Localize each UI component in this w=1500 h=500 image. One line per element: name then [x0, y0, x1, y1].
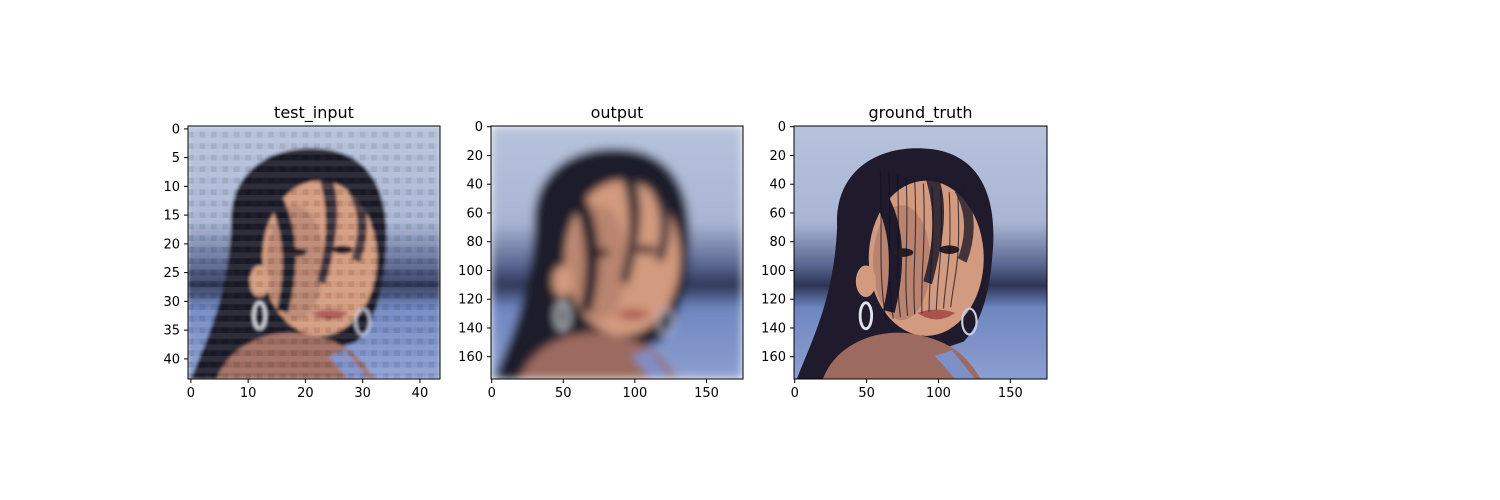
y-tick-label: 60 — [769, 206, 786, 221]
y-tick-label: 120 — [458, 293, 483, 308]
y-tick-label: 20 — [163, 237, 180, 252]
y-tick-label: 100 — [761, 264, 786, 279]
y-tick-label: 5 — [172, 151, 180, 166]
x-tick-label: 10 — [240, 386, 257, 401]
x-tick-label: 50 — [555, 386, 572, 401]
image-area — [188, 126, 440, 379]
x-tick-label: 100 — [622, 386, 647, 401]
y-tick-label: 20 — [769, 149, 786, 164]
image-area — [491, 126, 743, 379]
y-tick-label: 40 — [163, 352, 180, 367]
panel-ground_truth: ground_truth 0 50 100 150 0 20 40 60 80 100 120 140 1… — [761, 103, 1048, 401]
x-tick-label: 150 — [998, 386, 1023, 401]
x-tick-label: 40 — [412, 386, 429, 401]
x-tick-label: 100 — [926, 386, 951, 401]
y-tick-label: 10 — [163, 180, 180, 195]
y-tick-label: 100 — [458, 264, 483, 279]
y-tick-label: 15 — [163, 209, 180, 224]
y-tick-label: 120 — [761, 293, 786, 308]
y-tick-label: 60 — [466, 206, 483, 221]
y-tick-label: 80 — [769, 235, 786, 250]
y-tick-label: 0 — [778, 120, 786, 135]
panel-output: output 0 50 100 150 0 20 40 60 80 100 120 140 160 — [458, 103, 744, 401]
y-tick-label: 140 — [761, 321, 786, 336]
y-tick-label: 0 — [475, 120, 483, 135]
panel-title: test_input — [274, 103, 354, 123]
x-tick-label: 0 — [187, 386, 195, 401]
y-tick-label: 35 — [163, 324, 180, 339]
y-tick-label: 0 — [172, 122, 180, 137]
y-tick-label: 40 — [466, 178, 483, 193]
image-area — [794, 126, 1047, 379]
panel-title: ground_truth — [868, 103, 972, 123]
panel-title: output — [591, 103, 644, 122]
y-tick-label: 20 — [466, 149, 483, 164]
x-tick-label: 150 — [694, 386, 719, 401]
x-tick-label: 30 — [354, 386, 371, 401]
y-tick-label: 160 — [458, 350, 483, 365]
y-tick-label: 140 — [458, 321, 483, 336]
x-tick-label: 50 — [858, 386, 875, 401]
x-tick-label: 0 — [488, 386, 496, 401]
axes-frame — [490, 125, 744, 380]
x-tick-label: 20 — [297, 386, 314, 401]
panel-test_input: test_input 0 10 20 30 40 0 5 10 15 20 25 30 35 40 — [163, 103, 441, 401]
y-tick-label: 40 — [769, 178, 786, 193]
y-tick-label: 30 — [163, 295, 180, 310]
x-tick-label: 0 — [791, 386, 799, 401]
y-tick-label: 25 — [163, 266, 180, 281]
axes-frame — [187, 125, 441, 380]
axes-frame — [793, 125, 1048, 380]
y-tick-label: 80 — [466, 235, 483, 250]
y-tick-label: 160 — [761, 350, 786, 365]
